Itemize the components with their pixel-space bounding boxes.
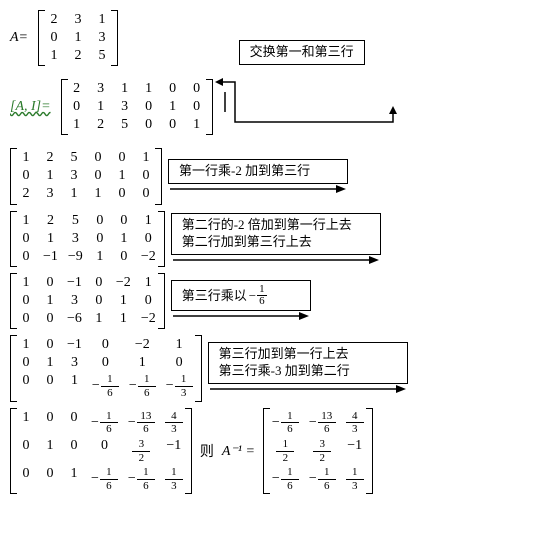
annot-4a: 第三行加到第一行上去 — [219, 346, 397, 363]
arrow-fwd-icon — [168, 184, 348, 194]
annot-2-stack: 第二行的-2 倍加到第一行上去 第二行加到第三行上去 — [171, 213, 381, 265]
annot-swap: 交换第一和第三行 — [239, 40, 365, 65]
matrix-2: 1250010130100−1−910−2 — [10, 211, 165, 267]
annot-2b: 第二行加到第三行上去 — [182, 234, 370, 251]
annot-3-prefix: 第三行乘以 — [182, 288, 247, 305]
then-label: 则 — [200, 441, 214, 461]
matrix-grid: 100 −16 −136 43 010 0 32 −1 001 −16 −16 … — [17, 408, 185, 495]
annot-2a: 第二行的-2 倍加到第一行上去 — [182, 217, 370, 234]
annot-3-box: 第三行乘以 −16 — [171, 280, 311, 311]
label-a: A= — [10, 30, 28, 46]
matrix-a: 231013125 — [38, 10, 118, 66]
annot-swap-container: 交换第一和第三行 — [219, 72, 449, 142]
matrix-final-augmented: 100 −16 −136 43 010 0 32 −1 001 −16 −16 … — [10, 408, 192, 495]
bracket-right — [111, 10, 118, 66]
arrow-fwd-icon — [171, 311, 311, 321]
arrow-swap-icon — [213, 66, 443, 136]
matrix-grid: 231013125 — [45, 10, 111, 66]
step-ai: [A, I]= 231100013010125001 交换第一和第三行 — [10, 72, 536, 142]
arrow-fwd-icon — [208, 384, 408, 394]
matrix-grid: 125001013010231100 — [17, 148, 155, 204]
annot-3-stack: 第三行乘以 −16 — [171, 280, 311, 321]
annot-1-stack: 第一行乘-2 加到第三行 — [168, 159, 348, 194]
step-2: 1250010130100−1−910−2 第二行的-2 倍加到第一行上去 第二… — [10, 211, 536, 267]
label-ai: [A, I]= — [10, 99, 51, 115]
matrix-grid: 10−10−21 013010 001 −16 −16 −13 — [17, 335, 195, 401]
matrix-1: 125001013010231100 — [10, 148, 162, 204]
matrix-grid: 231100013010125001 — [68, 79, 206, 135]
matrix-inverse: −16 −136 43 12 32 −1 −16 −16 13 — [263, 408, 373, 495]
ainv-label: A⁻¹ = — [222, 443, 255, 460]
matrix-4: 10−10−21 013010 001 −16 −16 −13 — [10, 335, 202, 401]
annot-3-frac: −16 — [249, 284, 267, 307]
annot-2-box: 第二行的-2 倍加到第一行上去 第二行加到第三行上去 — [171, 213, 381, 255]
matrix-3: 10−10−2101301000−611−2 — [10, 273, 165, 329]
result-line: 100 −16 −136 43 010 0 32 −1 001 −16 −16 … — [10, 408, 536, 495]
matrix-grid: −16 −136 43 12 32 −1 −16 −16 13 — [270, 408, 366, 495]
annot-4-box: 第三行加到第一行上去 第三行乘-3 加到第二行 — [208, 342, 408, 384]
matrix-ai: 231100013010125001 — [61, 79, 213, 135]
step-4: 10−10−21 013010 001 −16 −16 −13 第三行加到第一行… — [10, 335, 536, 401]
arrow-fwd-icon — [171, 255, 381, 265]
bracket-left — [38, 10, 45, 66]
matrix-grid: 10−10−2101301000−611−2 — [17, 273, 158, 329]
annot-4-stack: 第三行加到第一行上去 第三行乘-3 加到第二行 — [208, 342, 408, 394]
annot-1: 第一行乘-2 加到第三行 — [168, 159, 348, 184]
annot-4b: 第三行乘-3 加到第二行 — [219, 363, 397, 380]
step-1: 125001013010231100 第一行乘-2 加到第三行 — [10, 148, 536, 204]
matrix-grid: 1250010130100−1−910−2 — [17, 211, 158, 267]
step-3: 10−10−2101301000−611−2 第三行乘以 −16 — [10, 273, 536, 329]
